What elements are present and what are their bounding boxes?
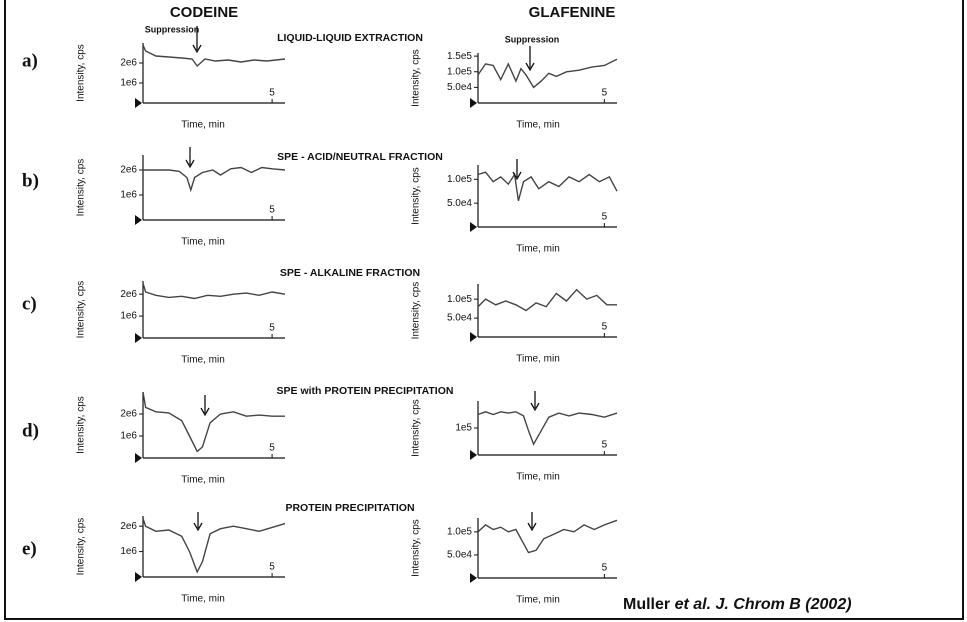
y-axis-label: Intensity, cps: [411, 399, 422, 457]
section-title: SPE with PROTEIN PRECIPITATION: [277, 385, 454, 397]
baseline-marker: [135, 572, 142, 582]
trace: [142, 283, 286, 300]
arrow-head: [527, 522, 537, 532]
y-axis-label: Intensity, cps: [76, 396, 87, 454]
y-tick-label: 2e6: [120, 409, 137, 420]
arrow-head: [193, 522, 203, 532]
y-tick-label: 2e6: [120, 289, 137, 300]
x-axis-label: Time, min: [516, 472, 560, 483]
column-header: GLAFENINE: [529, 4, 616, 21]
citation: Muller et al. J. Chrom B (2002): [623, 596, 852, 613]
x-axis-label: Time, min: [181, 475, 225, 486]
x-axis-label: Time, min: [181, 594, 225, 605]
arrow-head: [185, 159, 195, 169]
x-axis-label: Time, min: [516, 354, 560, 365]
y-tick-label: 1.0e5: [447, 174, 472, 185]
x-axis-label: Time, min: [181, 237, 225, 248]
row-label: b): [22, 170, 39, 191]
x-tick-label: 5: [269, 88, 275, 99]
y-tick-label: 5.0e4: [447, 550, 472, 561]
section-title: SPE - ACID/NEUTRAL FRACTION: [277, 151, 443, 163]
trace: [143, 166, 286, 193]
baseline-marker: [135, 98, 142, 108]
y-tick-label: 1e6: [120, 78, 137, 89]
trace: [477, 519, 618, 554]
annotation: Suppression: [145, 24, 200, 34]
x-tick-label: 5: [602, 563, 608, 574]
y-tick-label: 5.0e4: [447, 313, 472, 324]
x-tick-label: 5: [602, 88, 608, 99]
y-axis-label: Intensity, cps: [411, 167, 422, 225]
y-tick-label: 2e6: [120, 521, 137, 532]
y-axis-label: Intensity, cps: [76, 44, 87, 102]
citation-journal: J. Chrom B (2002): [716, 596, 852, 613]
x-tick-label: 5: [602, 212, 608, 223]
baseline-marker: [470, 573, 477, 583]
y-tick-label: 1e6: [120, 311, 137, 322]
y-tick-label: 5.0e4: [447, 198, 472, 209]
y-axis-label: Intensity, cps: [76, 518, 87, 576]
y-tick-label: 1e6: [120, 546, 137, 557]
trace: [142, 391, 285, 453]
baseline-marker: [470, 332, 477, 342]
trace: [142, 518, 286, 574]
baseline-marker: [135, 215, 142, 225]
baseline-marker: [470, 98, 477, 108]
x-tick-label: 5: [269, 562, 275, 573]
trace: [477, 171, 618, 201]
x-tick-label: 5: [602, 322, 608, 333]
trace: [142, 44, 286, 68]
x-tick-label: 5: [269, 205, 275, 216]
y-tick-label: 1e6: [120, 190, 137, 201]
arrow-head: [200, 407, 210, 417]
trace: [477, 288, 617, 312]
arrow-head: [192, 44, 202, 54]
y-tick-label: 1e6: [120, 431, 137, 442]
x-axis-label: Time, min: [181, 120, 225, 131]
row-label: c): [22, 293, 37, 314]
y-tick-label: 1e5: [455, 423, 472, 434]
arrow-head: [530, 402, 540, 412]
y-tick-label: 1.0e5: [447, 526, 472, 537]
row-label: e): [22, 538, 37, 559]
arrow-head: [525, 62, 535, 72]
row-label: a): [22, 50, 38, 71]
section-title: PROTEIN PRECIPITATION: [285, 502, 414, 514]
x-tick-label: 5: [602, 440, 608, 451]
y-tick-label: 5.0e4: [447, 82, 472, 93]
x-axis-label: Time, min: [516, 120, 560, 131]
citation-etal: et al.: [675, 596, 711, 613]
baseline-marker: [135, 453, 142, 463]
arrow-head: [512, 171, 522, 181]
x-axis-label: Time, min: [516, 244, 560, 255]
y-tick-label: 1.5e5: [447, 51, 472, 62]
y-axis-label: Intensity, cps: [411, 519, 422, 577]
section-title: SPE - ALKALINE FRACTION: [280, 267, 420, 279]
baseline-marker: [470, 450, 477, 460]
y-axis-label: Intensity, cps: [411, 49, 422, 107]
row-label: d): [22, 420, 39, 441]
y-tick-label: 2e6: [120, 58, 137, 69]
x-tick-label: 5: [269, 323, 275, 334]
baseline-marker: [135, 333, 142, 343]
citation-author: Muller: [623, 596, 670, 613]
baseline-marker: [470, 222, 477, 232]
y-tick-label: 1.0e5: [447, 66, 472, 77]
y-tick-label: 1.0e5: [447, 294, 472, 305]
y-axis-label: Intensity, cps: [411, 282, 422, 340]
column-header: CODEINE: [170, 4, 238, 21]
frame: [4, 0, 964, 620]
section-title: LIQUID-LIQUID EXTRACTION: [277, 32, 423, 44]
x-axis-label: Time, min: [181, 355, 225, 366]
trace: [477, 58, 618, 89]
y-axis-label: Intensity, cps: [76, 159, 87, 217]
x-tick-label: 5: [269, 443, 275, 454]
y-axis-label: Intensity, cps: [76, 281, 87, 339]
x-axis-label: Time, min: [516, 595, 560, 606]
y-tick-label: 2e6: [120, 165, 137, 176]
trace: [477, 411, 618, 446]
annotation: Suppression: [505, 34, 560, 44]
